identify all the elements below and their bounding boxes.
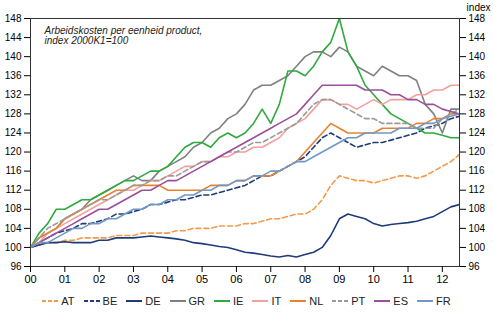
- html-text:NL: NL: [309, 295, 324, 307]
- html-text:PT: PT: [351, 295, 366, 307]
- svg-text:07: 07: [265, 273, 277, 285]
- svg-text:112: 112: [469, 184, 485, 195]
- svg-text:01: 01: [59, 273, 71, 285]
- html-text:ES: ES: [393, 295, 408, 307]
- svg-text:128: 128: [5, 108, 22, 119]
- svg-text:112: 112: [6, 184, 22, 195]
- svg-text:02: 02: [93, 273, 105, 285]
- svg-text:12: 12: [436, 273, 448, 285]
- html-text:IT: IT: [271, 295, 282, 307]
- svg-text:05: 05: [196, 273, 208, 285]
- svg-text:Arbeidskosten per eenheid prod: Arbeidskosten per eenheid product,index …: [44, 25, 203, 46]
- svg-text:100: 100: [5, 242, 22, 253]
- html-text:BE: BE: [102, 295, 118, 307]
- svg-text:148: 148: [5, 13, 22, 24]
- html-text:AT: AT: [61, 295, 75, 307]
- svg-text:124: 124: [5, 127, 22, 138]
- html-text:GR: GR: [188, 295, 205, 307]
- svg-text:132: 132: [5, 89, 22, 100]
- svg-text:96: 96: [10, 261, 22, 272]
- svg-text:11: 11: [402, 273, 413, 285]
- svg-text:128: 128: [469, 108, 486, 119]
- svg-text:104: 104: [469, 223, 486, 234]
- html-text:IE: IE: [233, 295, 244, 307]
- html-text:DE: DE: [145, 295, 161, 307]
- svg-text:144: 144: [5, 32, 22, 43]
- svg-text:144: 144: [469, 32, 486, 43]
- svg-text:104: 104: [5, 223, 22, 234]
- svg-text:108: 108: [469, 203, 486, 214]
- svg-text:124: 124: [469, 127, 486, 138]
- svg-text:09: 09: [333, 273, 345, 285]
- svg-text:10: 10: [368, 273, 380, 285]
- svg-text:96: 96: [469, 261, 481, 272]
- svg-text:116: 116: [469, 165, 485, 176]
- svg-text:108: 108: [5, 203, 22, 214]
- svg-text:06: 06: [230, 273, 242, 285]
- svg-text:08: 08: [299, 273, 311, 285]
- svg-text:00: 00: [24, 273, 36, 285]
- svg-text:140: 140: [5, 51, 22, 62]
- svg-text:100: 100: [469, 242, 486, 253]
- svg-text:120: 120: [469, 146, 486, 157]
- svg-text:index: index: [467, 2, 491, 13]
- svg-text:03: 03: [127, 273, 139, 285]
- html-text:FR: FR: [436, 295, 451, 307]
- svg-text:140: 140: [469, 51, 486, 62]
- svg-text:120: 120: [5, 146, 22, 157]
- svg-text:132: 132: [469, 89, 486, 100]
- svg-text:136: 136: [5, 70, 22, 81]
- svg-text:116: 116: [6, 165, 22, 176]
- svg-text:04: 04: [162, 273, 174, 285]
- svg-text:148: 148: [469, 13, 486, 24]
- svg-text:136: 136: [469, 70, 486, 81]
